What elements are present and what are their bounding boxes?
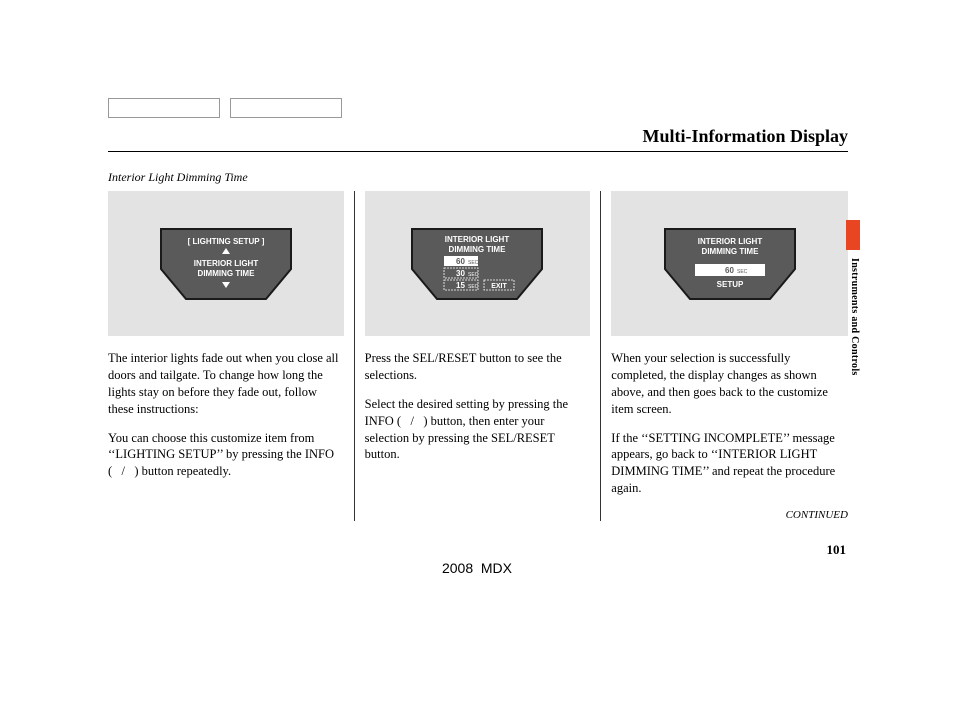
display-screenshot-2: INTERIOR LIGHT DIMMING TIME 60 SEC 30 SE… [365, 191, 591, 336]
display-line: INTERIOR LIGHT [697, 237, 762, 246]
top-placeholder-boxes [108, 98, 848, 118]
display-screenshot-1: [ LIGHTING SETUP ] INTERIOR LIGHT DIMMIN… [108, 191, 344, 336]
paragraph: Select the desired setting by pressing t… [365, 396, 591, 464]
page-number: 101 [827, 542, 847, 558]
mid-display-icon: INTERIOR LIGHT DIMMING TIME 60 SEC SETUP [655, 224, 805, 304]
paragraph: The interior lights fade out when you cl… [108, 350, 344, 418]
option-value: 30 [456, 269, 465, 278]
display-line: DIMMING TIME [449, 245, 507, 254]
option-value: 15 [456, 281, 465, 290]
placeholder-box [108, 98, 220, 118]
column-3: INTERIOR LIGHT DIMMING TIME 60 SEC SETUP… [601, 191, 848, 521]
body-text: When your selection is successfully comp… [611, 350, 848, 497]
section-subtitle: Interior Light Dimming Time [108, 170, 848, 185]
content-columns: [ LIGHTING SETUP ] INTERIOR LIGHT DIMMIN… [108, 191, 848, 521]
mid-display-icon: INTERIOR LIGHT DIMMING TIME 60 SEC 30 SE… [402, 224, 552, 304]
display-line: DIMMING TIME [197, 269, 255, 278]
display-screenshot-3: INTERIOR LIGHT DIMMING TIME 60 SEC SETUP [611, 191, 848, 336]
paragraph: When your selection is successfully comp… [611, 350, 848, 418]
header: Multi-Information Display [108, 126, 848, 152]
option-unit: SEC [468, 260, 479, 266]
placeholder-box [230, 98, 342, 118]
option-unit: SEC [468, 284, 479, 290]
display-line: INTERIOR LIGHT [445, 235, 510, 244]
body-text: The interior lights fade out when you cl… [108, 350, 344, 480]
mid-display-icon: [ LIGHTING SETUP ] INTERIOR LIGHT DIMMIN… [151, 224, 301, 304]
option-unit: SEC [468, 272, 479, 278]
page-title: Multi-Information Display [642, 126, 848, 147]
continued-label: CONTINUED [611, 509, 848, 521]
selected-value: 60 [725, 266, 734, 275]
footer-model: 2008 MDX [0, 560, 954, 576]
paragraph: Press the SEL/RESET button to see the se… [365, 350, 591, 384]
body-text: Press the SEL/RESET button to see the se… [365, 350, 591, 463]
page-content: Multi-Information Display Interior Light… [108, 98, 848, 521]
paragraph: You can choose this customize item from … [108, 430, 344, 481]
setup-label: SETUP [716, 280, 743, 289]
option-value: 60 [456, 257, 465, 266]
display-line: DIMMING TIME [701, 247, 759, 256]
column-2: INTERIOR LIGHT DIMMING TIME 60 SEC 30 SE… [355, 191, 602, 521]
exit-label: EXIT [492, 283, 508, 290]
paragraph: If the ‘‘SETTING INCOMPLETE’’ message ap… [611, 430, 848, 498]
section-side-label: Instruments and Controls [849, 258, 860, 376]
display-line: INTERIOR LIGHT [194, 259, 259, 268]
section-tab [846, 220, 860, 250]
selected-unit: SEC [737, 269, 748, 275]
column-1: [ LIGHTING SETUP ] INTERIOR LIGHT DIMMIN… [108, 191, 355, 521]
display-line: [ LIGHTING SETUP ] [187, 237, 264, 246]
